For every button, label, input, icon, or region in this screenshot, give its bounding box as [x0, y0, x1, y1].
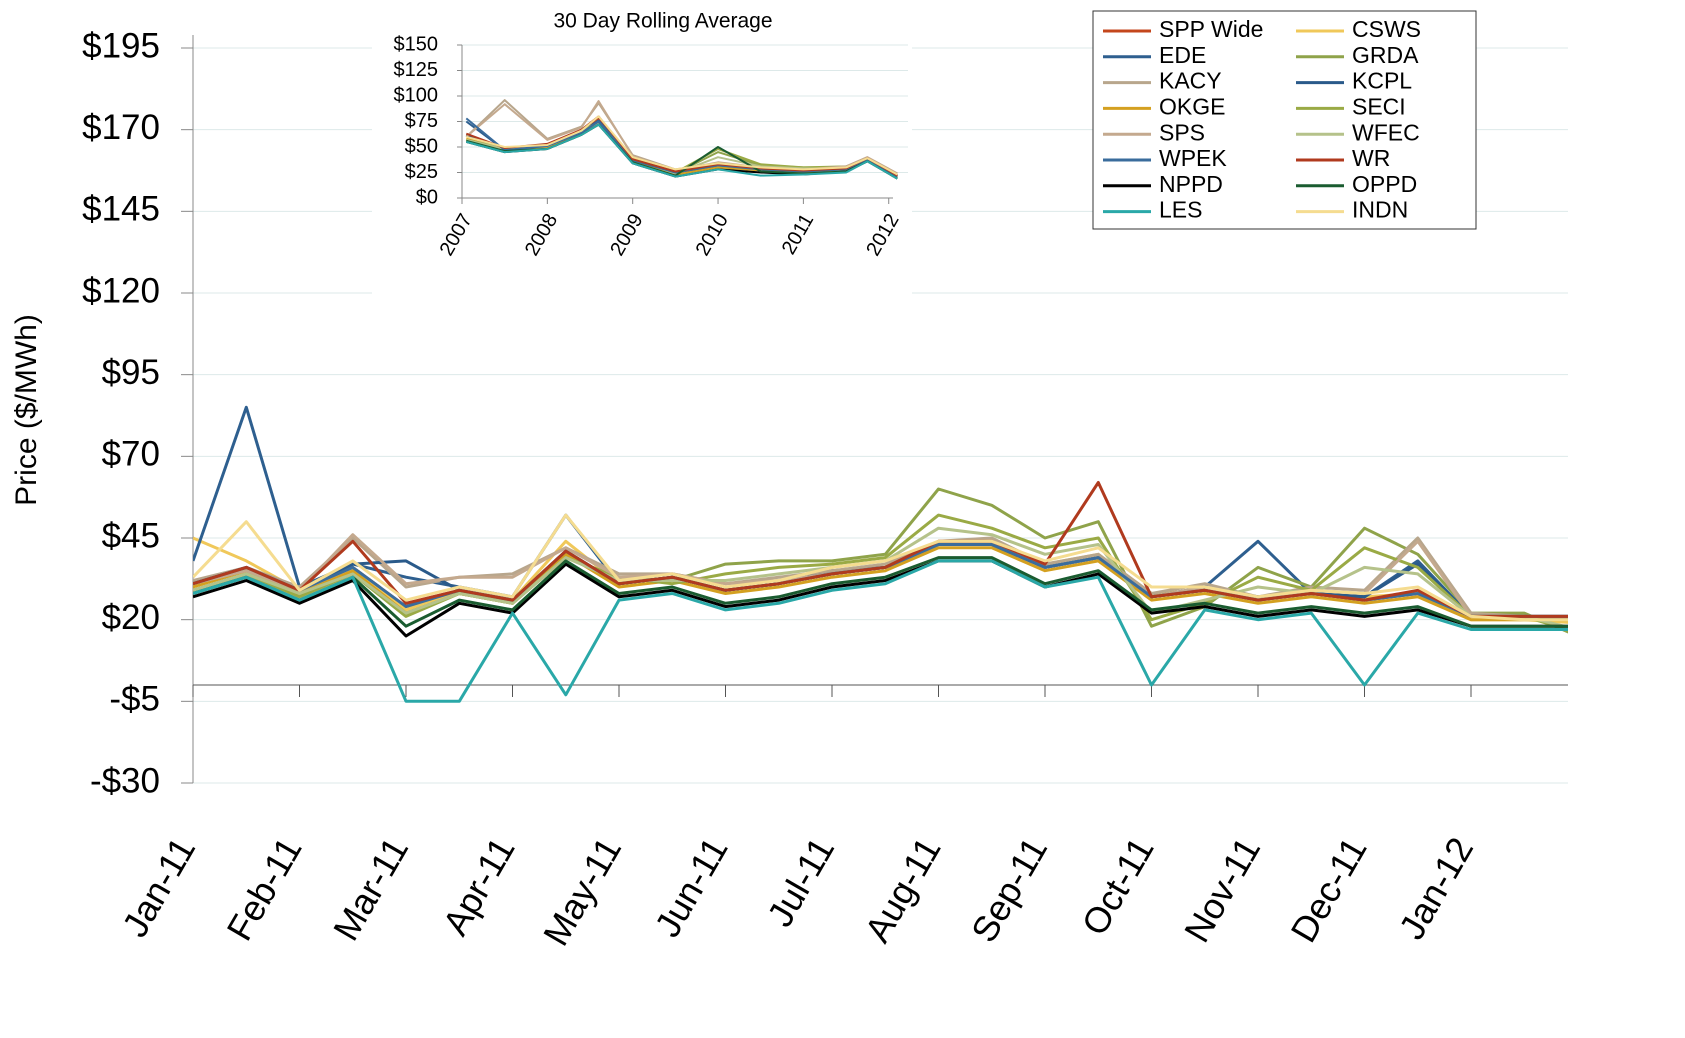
series-line	[466, 115, 898, 176]
x-tick-label: Dec-11	[1282, 830, 1374, 949]
legend-label: SPP Wide	[1159, 16, 1263, 42]
series-line	[193, 556, 1568, 628]
y-axis-label: Price ($/MWh)	[10, 314, 43, 506]
legend-label: WFEC	[1352, 119, 1420, 145]
y-tick-label: $70	[102, 435, 160, 474]
y-tick-label: $75	[405, 110, 438, 132]
y-tick-label: -$5	[109, 680, 160, 719]
series-line	[193, 513, 1568, 622]
legend-label: OPPD	[1352, 171, 1417, 197]
x-tick-label: Jan-11	[114, 830, 203, 944]
series-line	[193, 536, 1568, 618]
series-line	[193, 559, 1568, 638]
x-tick-label: Apr-11	[434, 830, 522, 942]
x-tick-label: Sep-11	[963, 830, 1055, 949]
y-tick-label: $195	[82, 26, 160, 65]
legend-label: EDE	[1159, 42, 1206, 68]
y-tick-label: $95	[102, 353, 160, 392]
x-tick-label: Nov-11	[1176, 830, 1268, 949]
y-tick-label: -$30	[90, 761, 160, 800]
series-line	[193, 513, 1568, 632]
series-line	[193, 559, 1568, 703]
legend-box	[1092, 10, 1477, 230]
y-tick-label: $45	[102, 516, 160, 555]
legend-label: INDN	[1352, 197, 1408, 223]
x-tick-label: Jun-11	[646, 830, 735, 944]
y-tick-label: $25	[405, 161, 438, 183]
plot-area	[193, 405, 1568, 703]
y-tick-label: $145	[82, 190, 160, 229]
y-tick-label: $120	[82, 271, 160, 310]
x-tick-label: Oct-11	[1073, 830, 1161, 942]
legend-label: GRDA	[1352, 42, 1419, 68]
x-tick-label: Jan-12	[1391, 830, 1482, 946]
y-tick-label: $20	[102, 598, 160, 637]
legend-label: CSWS	[1352, 16, 1421, 42]
legend-label: SPS	[1159, 119, 1205, 145]
y-tick-label: $100	[394, 84, 439, 106]
inset-title: 30 Day Rolling Average	[553, 10, 772, 33]
legend-label: WR	[1352, 145, 1390, 171]
legend-label: OKGE	[1159, 93, 1225, 119]
x-tick-label: Aug-11	[856, 830, 948, 949]
x-tick-label: Mar-11	[325, 830, 416, 947]
legend-label: KACY	[1159, 68, 1222, 94]
series-line	[193, 481, 1568, 618]
legend-label: WPEK	[1159, 145, 1227, 171]
legend-label: SECI	[1352, 93, 1406, 119]
series-line	[466, 123, 898, 180]
y-tick-label: $50	[405, 135, 438, 157]
y-tick-label: $0	[416, 186, 438, 208]
legend-label: KCPL	[1352, 68, 1412, 94]
legend-label: NPPD	[1159, 171, 1223, 197]
y-tick-label: $150	[394, 33, 439, 55]
x-tick-label: Jul-11	[759, 830, 842, 933]
y-tick-label: $125	[394, 59, 439, 81]
x-tick-label: May-11	[535, 830, 629, 952]
x-tick-label: Feb-11	[218, 830, 309, 947]
y-tick-label: $170	[82, 108, 160, 147]
legend-label: LES	[1159, 197, 1202, 223]
